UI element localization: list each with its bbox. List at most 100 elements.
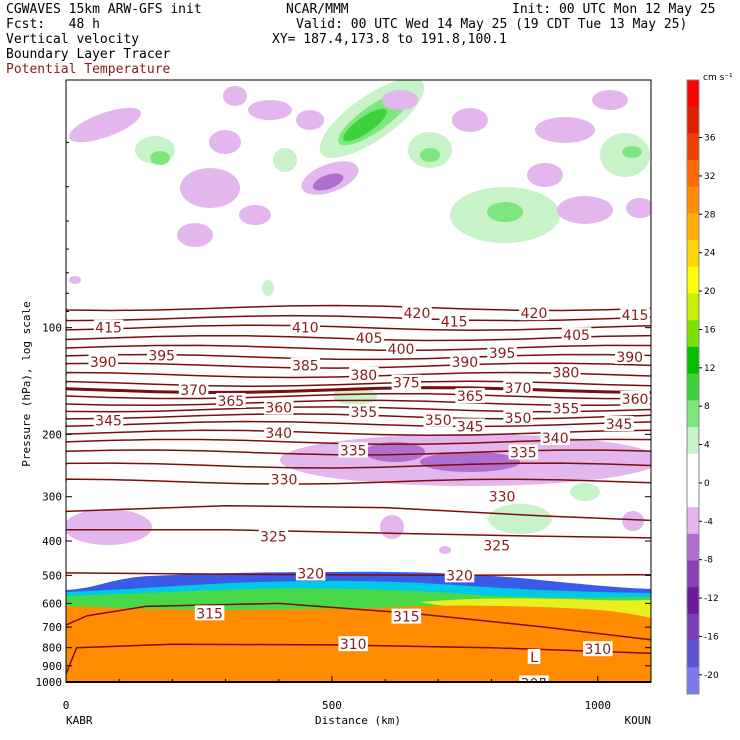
theta-label-bg bbox=[290, 319, 321, 335]
theta-label: 410 bbox=[292, 321, 319, 337]
colorbar-tick-label: 4 bbox=[704, 441, 710, 451]
theta-label-bg bbox=[88, 354, 118, 370]
theta-label-bg bbox=[391, 608, 422, 624]
theta-label-bg bbox=[503, 379, 533, 395]
theta-label: 320 bbox=[446, 568, 473, 584]
colorbar-swatch bbox=[687, 293, 699, 321]
right-endpoint-label: KOUN bbox=[625, 714, 652, 727]
y-tick-label: 900 bbox=[42, 660, 62, 673]
theta-label: 390 bbox=[451, 355, 478, 371]
theta-contour bbox=[66, 362, 651, 369]
ww-blob bbox=[592, 90, 628, 110]
theta-contour bbox=[66, 478, 651, 485]
theta-label-bg bbox=[386, 341, 416, 357]
theta-label: 360 bbox=[622, 392, 649, 408]
colorbar-tick-label: 8 bbox=[704, 402, 710, 412]
y-tick-label: 400 bbox=[42, 535, 62, 548]
theta-contour bbox=[66, 529, 651, 539]
theta-label-bg bbox=[93, 319, 124, 335]
colorbar-swatch bbox=[687, 106, 699, 134]
theta-label: 405 bbox=[563, 328, 590, 344]
y-tick-label: 300 bbox=[42, 491, 62, 504]
colorbar-swatch bbox=[687, 373, 699, 401]
theta-label: 395 bbox=[148, 349, 175, 365]
theta-label: 350 bbox=[505, 411, 532, 427]
theta-label: 315 bbox=[393, 610, 420, 626]
colorbar-swatch bbox=[687, 480, 699, 508]
theta-contour bbox=[66, 392, 651, 400]
ww-blob bbox=[488, 504, 552, 534]
theta-label-bg bbox=[455, 388, 485, 404]
colorbar-swatch bbox=[687, 186, 699, 214]
field-label-potential-temperature: Potential Temperature bbox=[6, 62, 171, 77]
x-axis: 0 500 1000 bbox=[63, 676, 652, 712]
theta-label: 375 bbox=[393, 376, 420, 392]
ww-blob bbox=[380, 515, 404, 539]
ww-blob bbox=[66, 509, 152, 545]
field-label-vertical-velocity: Vertical velocity bbox=[6, 32, 140, 47]
theta-contour bbox=[66, 324, 651, 331]
theta-contour bbox=[66, 449, 651, 456]
ww-blob bbox=[527, 163, 563, 187]
theta-label-bg bbox=[354, 330, 384, 346]
colorbar-swatch bbox=[687, 266, 699, 295]
theta-label: 355 bbox=[350, 405, 377, 421]
colorbar-frame bbox=[686, 79, 700, 695]
theta-label: 325 bbox=[260, 529, 287, 545]
theta-label: 310 bbox=[340, 637, 367, 653]
colorbar-swatch bbox=[687, 320, 699, 348]
theta-label: 365 bbox=[217, 394, 244, 410]
colorbar-swatch bbox=[687, 533, 699, 562]
x-tick-label: 1000 bbox=[585, 699, 612, 712]
colorbar-swatch bbox=[687, 240, 699, 268]
theta-label-bg bbox=[402, 305, 432, 321]
theta-label-bg bbox=[620, 306, 650, 322]
x-tick-label: 0 bbox=[63, 699, 70, 712]
x-axis-label: Distance (km) bbox=[315, 714, 401, 727]
colorbar-tick-label: 28 bbox=[704, 210, 716, 220]
theta-label: 420 bbox=[404, 306, 431, 322]
theta-label-bg bbox=[349, 404, 379, 420]
theta-contour bbox=[66, 399, 651, 407]
theta-contour-labels: 415 410 420 415 420 415 405 405 390 395 400 395 390 3… bbox=[88, 305, 650, 682]
colorbar-tick-label: 0 bbox=[704, 479, 710, 489]
y-tick-label: 700 bbox=[42, 621, 62, 634]
theta-contour bbox=[66, 643, 651, 675]
colorbar-swatch bbox=[687, 400, 699, 428]
y-axis-label: Pressure (hPa), log scale bbox=[20, 301, 33, 467]
colorbar-tick-label: 24 bbox=[704, 249, 716, 259]
cross-section-endpoints: XY= 187.4,173.8 to 191.8,100.1 bbox=[272, 32, 507, 47]
theta-label: 360 bbox=[265, 401, 292, 417]
theta-label-bg bbox=[614, 349, 645, 365]
theta-contour bbox=[66, 380, 651, 388]
theta-label: 335 bbox=[340, 443, 367, 459]
theta-label-bg bbox=[508, 444, 539, 460]
theta-label-bg bbox=[583, 641, 613, 657]
theta-label-bg bbox=[338, 636, 368, 652]
ww-blob bbox=[239, 205, 271, 225]
boundary-layer-tracer-shading bbox=[66, 571, 651, 682]
ww-blob bbox=[177, 223, 213, 247]
theta-label-bg bbox=[519, 675, 549, 682]
colorbar-swatch bbox=[687, 560, 699, 588]
ww-blob bbox=[622, 511, 644, 531]
colorbar-swatch bbox=[687, 613, 699, 642]
theta-label: 380 bbox=[350, 368, 377, 384]
y-tick-label: 100 bbox=[42, 322, 62, 335]
theta-label: L bbox=[530, 650, 538, 666]
x-tick-label: 500 bbox=[322, 699, 342, 712]
ww-blob bbox=[223, 86, 247, 106]
ww-blob bbox=[180, 168, 240, 208]
theta-label-bg bbox=[258, 528, 289, 544]
ww-blob bbox=[570, 483, 600, 501]
theta-label: 340 bbox=[542, 431, 569, 447]
colorbar-swatch bbox=[687, 346, 699, 375]
theta-label: 415 bbox=[95, 321, 122, 337]
theta-label: 320 bbox=[297, 566, 324, 582]
theta-label-bg bbox=[503, 410, 533, 426]
colorbar-swatch bbox=[687, 587, 699, 615]
colorbar-tick-label: -12 bbox=[704, 594, 719, 604]
colorbar-tick-label: 36 bbox=[704, 134, 716, 144]
theta-contour bbox=[66, 504, 651, 522]
vertical-velocity-shading bbox=[66, 80, 651, 554]
